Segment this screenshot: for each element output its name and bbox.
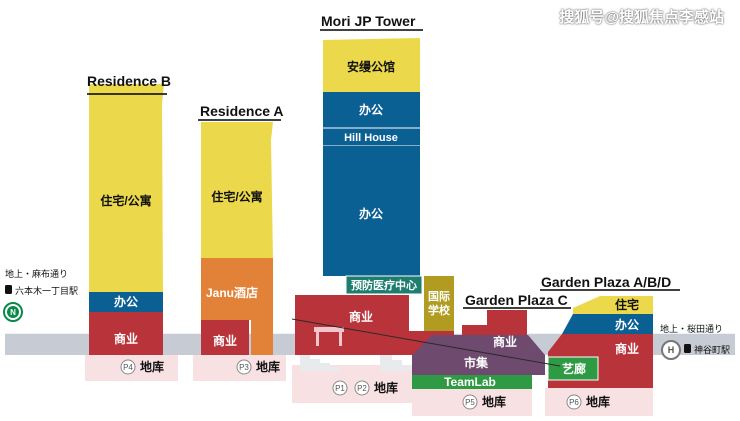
station-left-badge-text: N: [10, 308, 16, 317]
parking-p4-label: 地库: [140, 359, 164, 374]
parking-p6-badge: [566, 394, 582, 410]
parking-p5-label: 地库: [482, 394, 506, 409]
residence-a-commercial-label: 商业: [213, 333, 237, 348]
parking-p2-badge: [354, 380, 370, 396]
parking-p1-badge-text: P1: [335, 384, 345, 393]
mori-gate-top: [314, 327, 344, 332]
mori-clinic-block: [345, 275, 423, 295]
garden-abd-office-block: [562, 314, 653, 334]
mori-gate-left: [316, 332, 319, 346]
garden-abd-commercial-label: 商业: [615, 341, 639, 356]
station-right-name: 神谷町駅: [694, 344, 730, 355]
station-right: 地上・桜田通り H 神谷町駅: [660, 323, 730, 360]
garden-abd-gallery-label: 艺廊: [562, 361, 586, 376]
mori-school-block: [424, 276, 454, 331]
residence-b-commercial-label: 商业: [114, 331, 138, 346]
station-right-street: 地上・桜田通り: [660, 323, 723, 334]
station-left-line-badge-inner: [7, 306, 19, 318]
residence-a-residential-label: 住宅/公寓: [211, 189, 262, 204]
section-line: [291, 318, 561, 367]
residence-b-office-label: 办公: [114, 294, 138, 309]
stairs-left: [300, 355, 340, 371]
station-left: 地上・麻布通り 六本木一丁目駅 N: [3, 268, 78, 322]
mori-commercial-block: [295, 295, 409, 355]
mori-clinic-label: 预防医疗中心: [351, 278, 417, 292]
residence-b-residential-label: 住宅/公寓: [100, 193, 151, 208]
mori-office-upper-block: [323, 92, 420, 128]
watermark: 搜狐号@搜狐焦点李感站: [559, 9, 724, 26]
residence-b-residential-block: [89, 84, 164, 292]
station-left-name: 六本木一丁目駅: [15, 285, 78, 296]
residence-b-commercial-block: [89, 312, 163, 355]
parking-zone-p1p2: [292, 365, 412, 403]
residence-a-title: Residence A: [200, 103, 284, 119]
parking-p2-badge-text: P2: [357, 384, 367, 393]
mori-office-main-label: 办公: [359, 206, 383, 221]
parking-p6-badge-text: P6: [569, 398, 579, 407]
mori-gate-right: [339, 332, 342, 346]
garden-c-title: Garden Plaza C: [465, 292, 568, 308]
residence-a-residential-block: [201, 122, 273, 258]
garden-abd-office-label: 办公: [615, 317, 639, 332]
market-block: [412, 335, 545, 375]
train-icon-left: [5, 285, 12, 294]
residence-a-hotel-label: Janu酒店: [206, 285, 258, 300]
parking-p4: P4 地库: [120, 359, 164, 375]
mori-office-main-block: [323, 146, 420, 276]
mori-commercial-label: 商业: [349, 309, 373, 324]
teamlab-block: [412, 375, 532, 389]
parking-p2-label: 地库: [374, 380, 398, 395]
mori-school-label-1: 国际: [428, 289, 450, 303]
teamlab-label: TeamLab: [444, 375, 496, 389]
residence-b-office-block: [89, 292, 163, 312]
mori-title: Mori JP Tower: [321, 13, 416, 29]
parking-p3-badge-text: P3: [239, 363, 249, 372]
garden-abd-residential-block: [573, 296, 653, 314]
residence-b-title: Residence B: [87, 73, 171, 89]
mori-top-block: [323, 38, 420, 92]
mori-school-label-2: 学校: [428, 303, 451, 317]
station-right-badge-text: H: [668, 345, 675, 355]
mori-hill-house-block: [323, 128, 420, 146]
parking-p6-label: 地库: [586, 394, 610, 409]
parking-p4-badge-text: P4: [123, 363, 133, 372]
parking-p3-label: 地库: [256, 359, 280, 374]
garden-abd-gallery-block: [547, 356, 599, 381]
station-left-street: 地上・麻布通り: [5, 268, 68, 279]
parking-p3: P3 地库: [236, 359, 280, 375]
garden-c-commercial-label: 商业: [493, 334, 517, 349]
parking-p5-badge: [462, 394, 478, 410]
parking-p4-badge: [120, 359, 136, 375]
parking-p5-badge-text: P5: [465, 398, 475, 407]
station-right-line-badge: [661, 340, 681, 360]
parking-p3-badge: [236, 359, 252, 375]
parking-p6: P6 地库: [566, 394, 610, 410]
mori-office-upper-label: 办公: [359, 102, 383, 117]
residence-a-hotel-block: [201, 258, 273, 320]
parking-p5: P5 地库: [462, 394, 506, 410]
residence-a-hotel-base: [251, 320, 273, 355]
market-label: 市集: [464, 355, 489, 370]
garden-abd-title: Garden Plaza A/B/D: [541, 274, 671, 290]
stairs-right: [380, 355, 412, 371]
parking-zone-p6: [545, 388, 653, 416]
garden-abd-residential-label: 住宅: [615, 297, 639, 312]
parking-p1-badge: [332, 380, 348, 396]
train-icon-right: [684, 344, 691, 353]
mori-top-label: 安缦公馆: [347, 59, 395, 74]
mori-hill-house-label: Hill House: [344, 132, 398, 144]
parking-p1-p2: P1 P2 地库: [332, 380, 398, 396]
residence-a-commercial-block: [201, 320, 249, 355]
